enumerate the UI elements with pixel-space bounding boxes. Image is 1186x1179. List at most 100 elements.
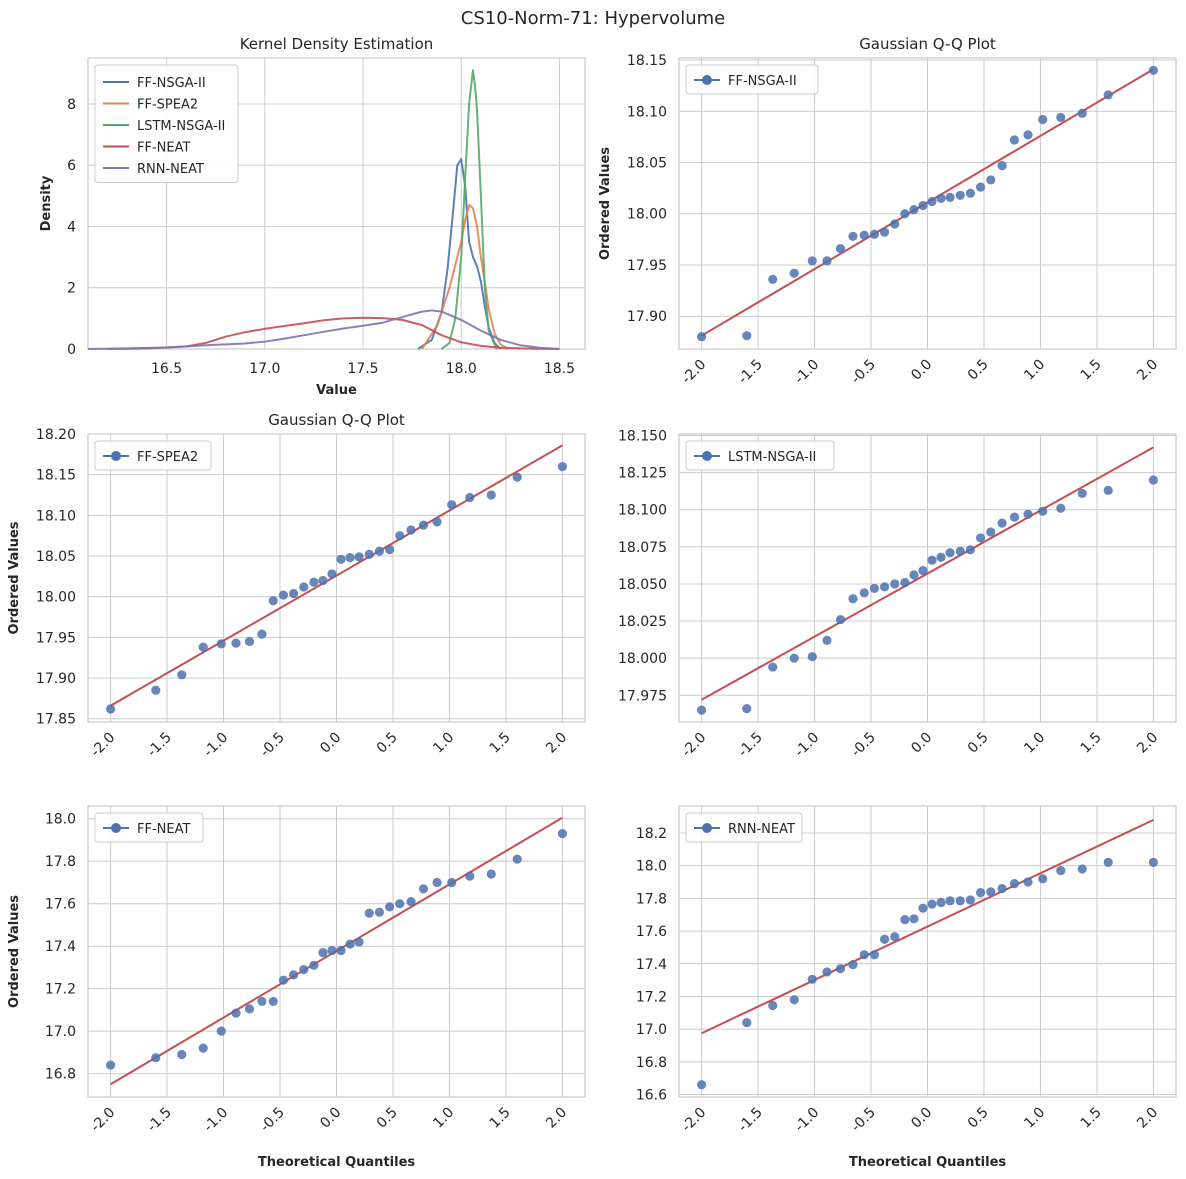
panel-qq-lstm-nsga2: -2.0 -1.5 -1.0 -0.5 0.0 0.5 1.0 1.5 2.0 17.975 18.… xyxy=(618,428,1177,761)
qq-point xyxy=(927,555,937,565)
x-tick-label: -2.0 xyxy=(88,1105,119,1136)
y-tick-label: 18.00 xyxy=(36,590,76,606)
x-tick-label: 0.0 xyxy=(317,1105,344,1132)
qq-point xyxy=(432,517,442,527)
qq-point xyxy=(418,520,429,530)
qq-point xyxy=(151,685,161,695)
y-tick-label: 17.8 xyxy=(45,854,76,870)
qq-point xyxy=(278,975,289,985)
y-tick-label: 18.050 xyxy=(618,577,667,593)
qq-point xyxy=(345,939,355,949)
qq-point xyxy=(1103,485,1113,496)
x-tick-label: -1.0 xyxy=(201,1105,232,1136)
qq-point xyxy=(1009,879,1020,889)
x-tick-label: -1.5 xyxy=(735,1105,766,1136)
y-tick-label: 17.95 xyxy=(627,258,667,274)
y-tick-label: 18.10 xyxy=(627,104,667,120)
qq-point xyxy=(807,256,817,266)
x-tick-label: 2.0 xyxy=(543,1105,570,1132)
legend-frame xyxy=(94,812,204,843)
y-tick-label: 17.95 xyxy=(36,630,76,646)
x-tick-label: -0.5 xyxy=(848,357,879,388)
qq-point xyxy=(318,575,328,586)
x-tick-label: 1.0 xyxy=(430,1105,457,1132)
x-tick-label: 16.5 xyxy=(151,361,182,377)
qq-point xyxy=(909,570,919,580)
x-tick-label: 18.5 xyxy=(544,361,575,377)
qq-point xyxy=(869,583,880,593)
x-tick-label: -0.5 xyxy=(848,1105,879,1136)
qq-point xyxy=(395,899,405,909)
figure-title: CS10-Norm-71: Hypervolume xyxy=(461,8,725,29)
qq-point xyxy=(900,209,910,219)
qq-point xyxy=(364,549,374,560)
panel-title: Kernel Density Estimation xyxy=(240,35,434,53)
x-tick-label: 2.0 xyxy=(543,730,570,757)
x-tick-label: 0.5 xyxy=(965,1105,992,1132)
qq-point xyxy=(231,638,241,648)
qq-point xyxy=(1148,857,1159,868)
qq-point xyxy=(848,959,858,970)
qq-point xyxy=(288,588,299,599)
y-tick-label: 18.025 xyxy=(618,614,667,630)
legend-label: FF-NSGA-II xyxy=(728,74,797,89)
y-tick-label: 18.15 xyxy=(36,468,76,484)
qq-legend: FF-NEAT xyxy=(94,812,204,843)
y-axis-label: Ordered Values xyxy=(598,147,613,260)
qq-point xyxy=(465,492,475,503)
qq-point xyxy=(848,231,858,241)
legend-label: RNN-NEAT xyxy=(137,162,204,177)
qq-point xyxy=(1103,90,1113,100)
qq-point xyxy=(244,636,255,647)
qq-point xyxy=(696,705,707,715)
x-axis-label: Theoretical Quantiles xyxy=(849,1155,1007,1170)
x-tick-label: 0.5 xyxy=(965,730,992,757)
y-tick-label: 17.6 xyxy=(45,897,76,913)
x-axis-label: Value xyxy=(316,383,357,398)
qq-point xyxy=(997,883,1007,894)
qq-point xyxy=(918,200,928,211)
qq-point xyxy=(406,896,416,907)
y-tick-label: 18.00 xyxy=(627,207,667,223)
qq-point xyxy=(807,652,817,662)
y-tick-label: 17.0 xyxy=(636,1022,667,1038)
y-tick-label: 17.4 xyxy=(636,957,667,973)
x-tick-label: -1.0 xyxy=(792,730,823,761)
qq-point xyxy=(486,490,496,500)
qq-point xyxy=(231,1008,241,1018)
legend-marker xyxy=(702,823,712,833)
qq-point xyxy=(557,461,568,472)
y-tick-label: 18.10 xyxy=(36,508,76,524)
qq-point xyxy=(945,192,955,202)
qq-point xyxy=(835,964,846,974)
qq-point xyxy=(364,908,374,918)
qq-point xyxy=(1023,877,1033,887)
qq-point xyxy=(1077,864,1087,874)
panel-qq-ff-spea2: -2.0 -1.5 -1.0 -0.5 0.0 0.5 1.0 1.5 2.0 17.85 17.9… xyxy=(7,411,586,760)
qq-point xyxy=(1023,509,1033,519)
legend-marker xyxy=(111,823,121,833)
x-tick-label: 0.0 xyxy=(317,730,344,757)
legend-label: FF-NSGA-II xyxy=(137,76,206,91)
y-tick-label: 6 xyxy=(67,158,76,174)
legend-label: FF-NEAT xyxy=(137,822,190,837)
qq-point xyxy=(406,525,416,535)
x-tick-label: 2.0 xyxy=(1134,357,1161,384)
x-tick-label: 1.0 xyxy=(1021,730,1048,757)
qq-point xyxy=(909,914,919,924)
qq-point xyxy=(965,188,976,198)
y-tick-label: 8 xyxy=(67,97,76,113)
qq-point xyxy=(890,932,900,942)
qq-point xyxy=(869,950,880,960)
qq-legend: RNN-NEAT xyxy=(685,812,803,843)
qq-legend: FF-NSGA-II xyxy=(685,64,819,95)
y-tick-label: 17.90 xyxy=(36,671,76,687)
qq-point xyxy=(936,552,946,562)
qq-point xyxy=(1148,475,1159,485)
qq-point xyxy=(1103,857,1113,868)
legend-frame xyxy=(685,440,835,471)
y-tick-label: 17.90 xyxy=(627,309,667,325)
x-tick-label: 0.5 xyxy=(374,730,401,757)
legend-label: FF-SPEA2 xyxy=(137,450,198,465)
qq-point xyxy=(879,227,890,237)
